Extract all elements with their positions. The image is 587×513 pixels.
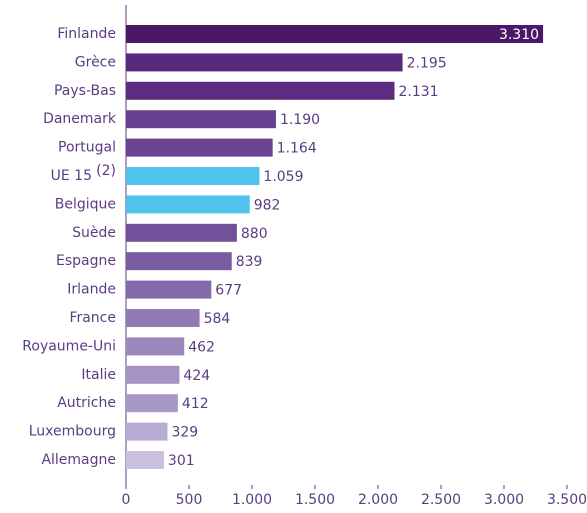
bar [126,25,544,43]
value-label: 839 [236,254,263,270]
category-label: Belgique [55,196,116,212]
value-label: 329 [171,425,198,441]
value-label: 677 [215,283,242,299]
bar [126,195,250,214]
bar [126,167,260,185]
x-tick-label: 3.500 [547,492,587,508]
bar [126,223,237,242]
category-label: Pays-Bas [54,83,116,99]
x-tick-label: 500 [176,492,203,508]
value-label: 2.195 [407,55,447,71]
category-label: Portugal [58,140,116,156]
value-label: 982 [254,197,281,213]
value-label: 584 [204,311,231,327]
bar [126,81,395,100]
value-label: 424 [183,368,210,384]
category-label: UE 15 [51,168,92,184]
category-label: Royaume-Uni [22,338,116,354]
value-label: 880 [241,226,268,242]
bar [126,138,273,157]
bar [126,337,185,356]
x-tick-label: 0 [122,492,131,508]
bar [126,451,164,469]
category-label: Danemark [43,111,117,127]
x-tick-label: 2.000 [358,492,398,508]
bar [126,252,232,271]
x-tick-label: 3.000 [484,492,524,508]
value-label: 3.310 [499,27,539,43]
bar [126,309,200,327]
value-label: 1.059 [263,169,303,185]
category-label: Espagne [56,253,116,269]
category-label: Allemagne [41,452,116,468]
category-label: Italie [81,367,116,383]
category-label: Luxembourg [29,424,116,440]
footnote-mark: (2) [96,163,116,179]
value-label: 301 [168,453,195,469]
bar [126,394,178,413]
bar [126,110,276,129]
category-label: Autriche [57,395,116,411]
bar [126,53,403,72]
x-tick-label: 1.500 [295,492,335,508]
bar [126,280,212,299]
value-label: 412 [182,396,209,412]
category-label: Suède [72,225,116,241]
value-label: 1.190 [280,112,320,128]
value-label: 462 [188,339,215,355]
x-tick-label: 2.500 [421,492,461,508]
bar [126,422,168,441]
category-label: France [69,310,116,326]
value-label: 2.131 [399,84,439,100]
value-label: 1.164 [277,141,317,157]
category-label: Irlande [67,282,116,298]
x-tick-label: 1.000 [232,492,272,508]
category-label: Grèce [75,54,116,70]
bar [126,365,180,384]
category-label: Finlande [57,26,116,42]
